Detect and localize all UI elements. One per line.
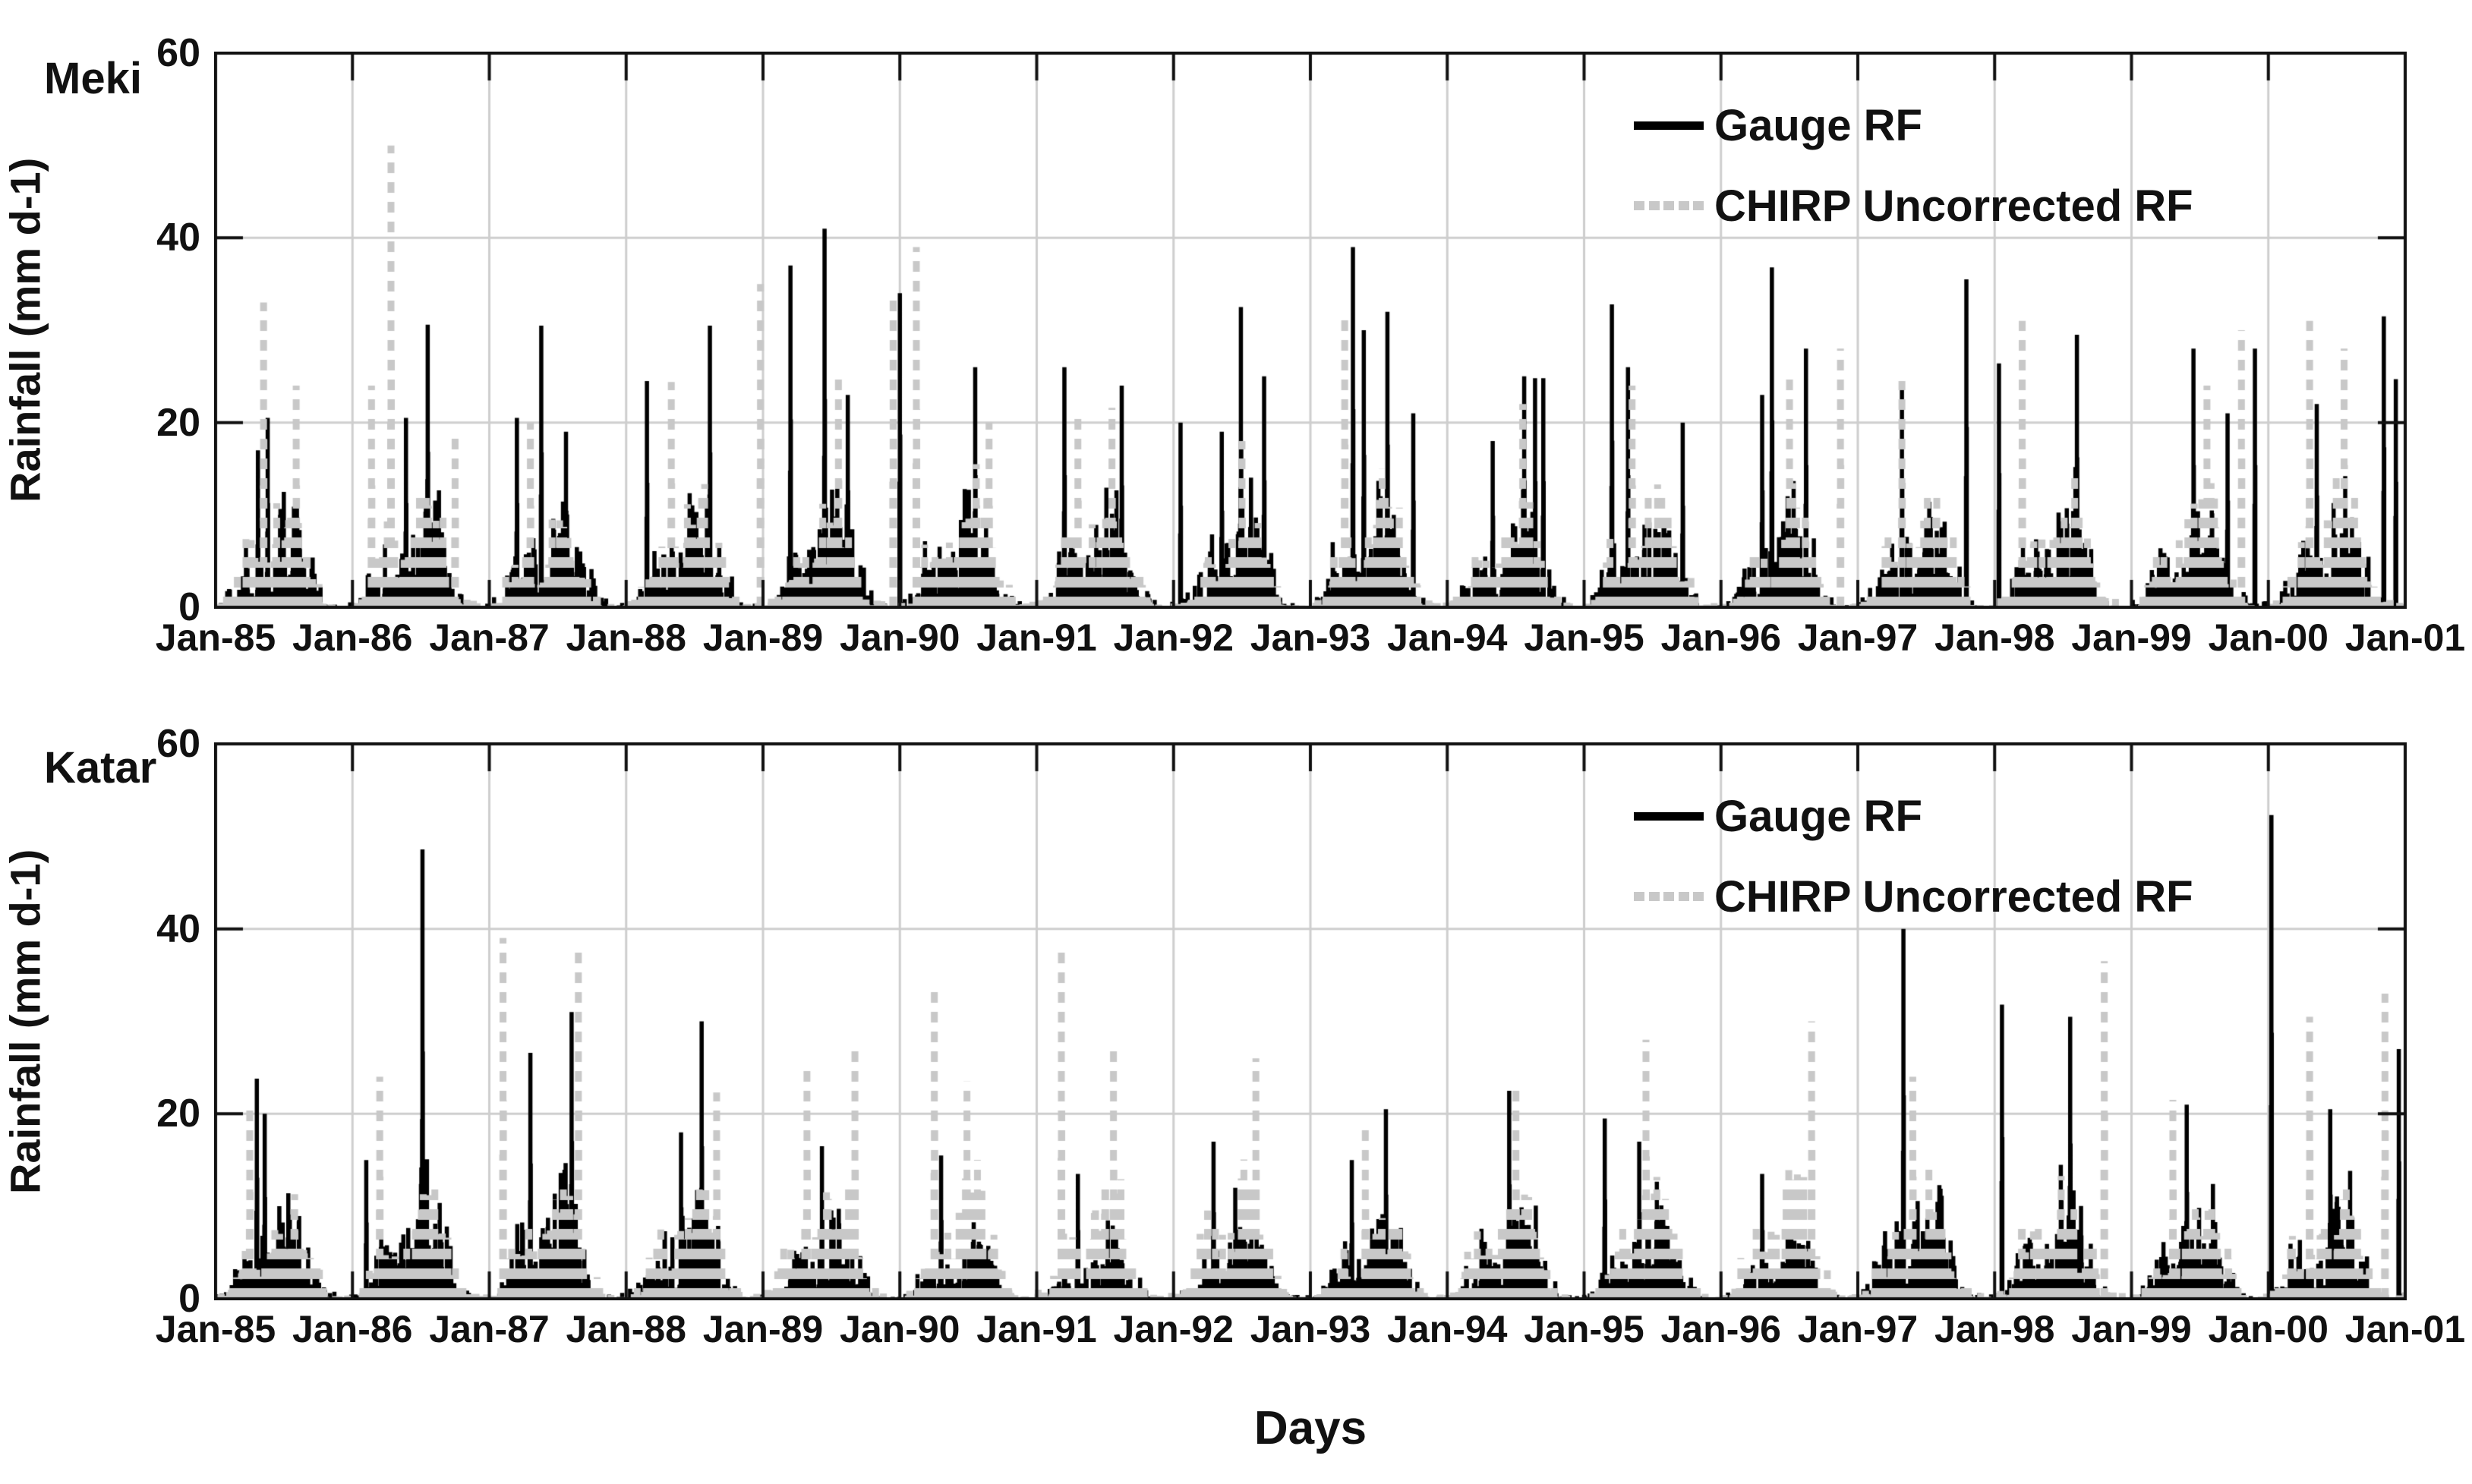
x-tick-label: Jan-94: [1387, 616, 1508, 659]
x-tick-label: Jan-95: [1524, 616, 1644, 659]
x-tick-label: Jan-93: [1250, 1308, 1371, 1350]
x-tick-label: Jan-01: [2344, 1308, 2466, 1350]
gauge-line-sample: [1634, 811, 1704, 821]
y-axis-label-meki: Rainfall (mm d-1): [1, 157, 49, 503]
x-tick-label: Jan-88: [566, 1308, 686, 1350]
y-axis-label-katar: Rainfall (mm d-1): [1, 849, 49, 1194]
x-tick-label: Jan-94: [1387, 1308, 1508, 1350]
x-tick-label: Jan-85: [155, 616, 276, 659]
x-tick-label: Jan-89: [702, 1308, 824, 1350]
legend-row-chirp: CHIRP Uncorrected RF: [1634, 856, 2193, 937]
x-tick-label: Jan-97: [1797, 1308, 1919, 1350]
x-tick-label: Jan-86: [292, 616, 413, 659]
x-tick-label: Jan-93: [1250, 616, 1371, 659]
y-tick-label: 0: [178, 585, 200, 629]
y-tick-label: 20: [156, 1092, 200, 1136]
legend-meki: Gauge RF CHIRP Uncorrected RF: [1634, 85, 2193, 246]
x-tick-label: Jan-98: [1934, 616, 2055, 659]
x-tick-label: Jan-95: [1524, 1308, 1644, 1350]
x-tick-label: Jan-98: [1934, 1308, 2055, 1350]
x-tick-label: Jan-89: [702, 616, 824, 659]
legend-label-chirp: CHIRP Uncorrected RF: [1714, 181, 2193, 231]
legend-row-chirp: CHIRP Uncorrected RF: [1634, 165, 2193, 246]
x-tick-label: Jan-92: [1113, 616, 1234, 659]
y-tick-label: 40: [156, 216, 200, 260]
x-tick-label: Jan-97: [1797, 616, 1919, 659]
legend-label-gauge: Gauge RF: [1714, 100, 1922, 150]
x-tick-label: Jan-87: [429, 1308, 550, 1350]
x-tick-label: Jan-91: [976, 616, 1097, 659]
meki-rainfall-plot: [214, 52, 2407, 609]
y-tick-label: 20: [156, 400, 200, 445]
x-tick-label: Jan-00: [2208, 616, 2329, 659]
x-tick-label: Jan-90: [840, 616, 960, 659]
x-tick-label: Jan-96: [1660, 616, 1781, 659]
y-tick-label: 40: [156, 906, 200, 951]
x-tick-label: Jan-96: [1660, 1308, 1781, 1350]
x-tick-label: Jan-87: [429, 616, 550, 659]
legend-row-gauge: Gauge RF: [1634, 776, 2193, 856]
x-tick-label: Jan-85: [155, 1308, 276, 1350]
chirp-dotted-line-sample: [1634, 892, 1704, 901]
x-tick-label: Jan-90: [840, 1308, 960, 1350]
x-tick-label: Jan-92: [1113, 1308, 1234, 1350]
x-tick-label: Jan-99: [2071, 1308, 2192, 1350]
legend-label-gauge: Gauge RF: [1714, 791, 1922, 841]
legend-label-chirp: CHIRP Uncorrected RF: [1714, 871, 2193, 922]
legend-row-gauge: Gauge RF: [1634, 85, 2193, 165]
x-tick-label: Jan-88: [566, 616, 686, 659]
x-tick-label: Jan-99: [2071, 616, 2192, 659]
gauge-line-sample: [1634, 121, 1704, 130]
x-axis-label: Days: [1253, 1402, 1367, 1454]
katar-rainfall-plot: [214, 742, 2407, 1300]
legend-katar: Gauge RF CHIRP Uncorrected RF: [1634, 776, 2193, 937]
x-tick-label: Jan-01: [2344, 616, 2466, 659]
y-tick-label: 0: [178, 1277, 200, 1321]
chart-title-meki: Meki: [44, 54, 142, 104]
chart-title-katar: Katar: [44, 743, 157, 793]
chirp-dotted-line-sample: [1634, 201, 1704, 210]
x-tick-label: Jan-00: [2208, 1308, 2329, 1350]
x-tick-label: Jan-86: [292, 1308, 413, 1350]
x-tick-label: Jan-91: [976, 1308, 1097, 1350]
